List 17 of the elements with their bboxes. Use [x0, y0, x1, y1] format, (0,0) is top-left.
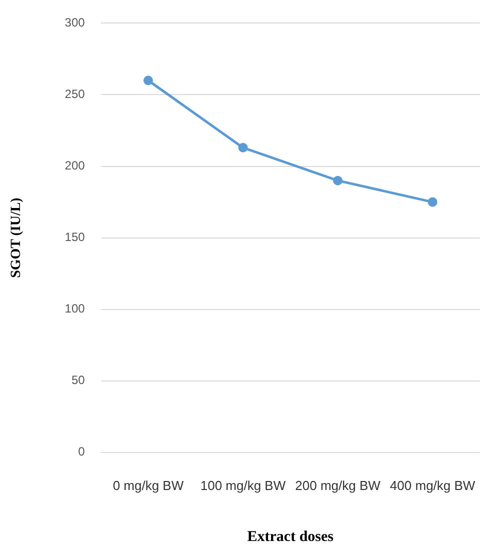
- point: [143, 76, 153, 86]
- y-tick-label: 100: [64, 302, 86, 316]
- x-tick-label: 200 mg/kg BW: [295, 478, 382, 493]
- y-tick-label: 200: [64, 158, 86, 173]
- point: [238, 142, 248, 152]
- y-tick-label: 0: [78, 444, 86, 459]
- y-tick-label: 300: [64, 16, 86, 30]
- x-axis-title: Extract doses: [247, 528, 334, 545]
- x-tick-label: 0 mg/kg BW: [112, 478, 184, 493]
- point: [428, 197, 438, 207]
- y-tick-label: 50: [71, 373, 86, 388]
- point: [333, 176, 343, 186]
- y-tick-label: 150: [64, 230, 86, 244]
- y-axis-title: SGOT (IU/L): [9, 197, 24, 278]
- x-tick-label: 400 mg/kg BW: [390, 478, 476, 493]
- y-tick-label: 250: [64, 87, 86, 102]
- x-tick-label: 100 mg/kg BW: [200, 478, 286, 493]
